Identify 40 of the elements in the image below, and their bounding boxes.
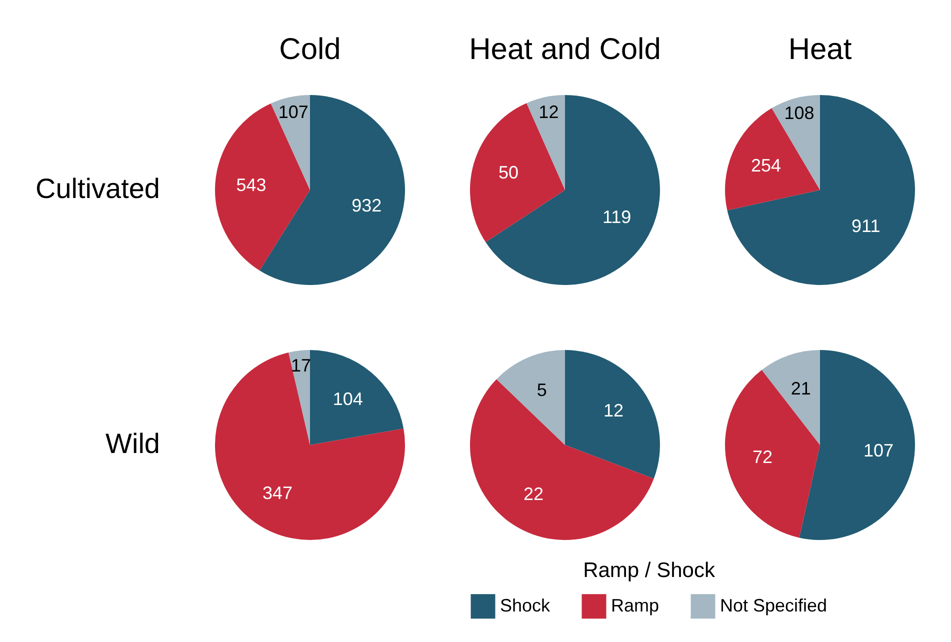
pie-slice	[762, 350, 820, 445]
data-label: 932	[352, 195, 382, 216]
chart-title: Heat and Cold	[469, 33, 661, 66]
data-label: 22	[524, 484, 544, 504]
pie-slice	[310, 350, 404, 445]
text: Cultivated	[35, 173, 160, 204]
pie-slice	[470, 379, 654, 540]
data-label: 12	[603, 400, 624, 421]
pie-slice	[486, 95, 660, 285]
pie-slice	[215, 352, 405, 540]
pie-slice	[270, 95, 310, 190]
data-label: 5	[536, 380, 547, 400]
pie-slice	[727, 95, 915, 285]
text: Wild	[106, 428, 160, 459]
legend-label: Not Specified	[720, 595, 828, 616]
pie-slice	[215, 103, 310, 270]
legend-label: Shock	[500, 595, 552, 616]
data-label: 72	[752, 446, 773, 467]
pie-slice	[725, 370, 820, 538]
pie-slice	[526, 95, 565, 190]
data-label: 119	[602, 206, 632, 227]
data-label: 104	[332, 388, 363, 409]
data-label: 12	[538, 102, 559, 122]
data-label: 254	[750, 155, 782, 176]
pie-slice	[470, 103, 565, 242]
pie-slice	[565, 350, 660, 479]
legend-label: Ramp	[611, 595, 660, 616]
data-label: 108	[784, 102, 814, 123]
pie-slice	[725, 108, 820, 210]
data-label: 107	[278, 102, 308, 122]
chart-title: Heat	[788, 33, 852, 66]
data-label: 543	[236, 175, 266, 196]
data-label: 50	[498, 162, 519, 182]
data-label: 107	[864, 440, 894, 460]
data-label: 21	[790, 378, 811, 398]
legend-title: Ramp / Shock	[583, 559, 716, 582]
data-label: 911	[852, 216, 880, 236]
chart-title: Cold	[279, 33, 341, 66]
data-label: 347	[262, 483, 293, 504]
pie-slice	[496, 350, 565, 445]
